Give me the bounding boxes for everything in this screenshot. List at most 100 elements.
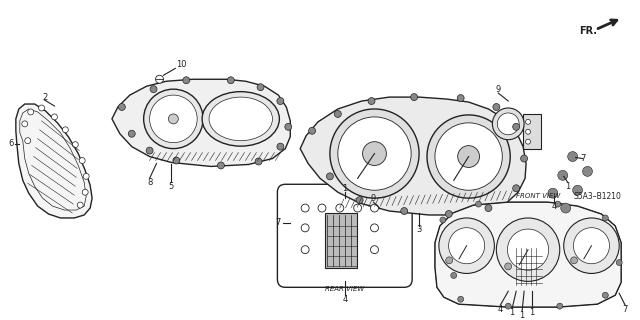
Circle shape: [336, 204, 344, 212]
Text: 1: 1: [509, 308, 515, 316]
Circle shape: [602, 215, 608, 221]
Circle shape: [445, 257, 452, 264]
Text: 1: 1: [529, 308, 534, 316]
Circle shape: [318, 204, 326, 212]
Text: 7: 7: [580, 154, 585, 163]
Circle shape: [497, 113, 519, 135]
Circle shape: [401, 208, 408, 214]
FancyBboxPatch shape: [325, 213, 356, 268]
Circle shape: [285, 123, 292, 130]
Circle shape: [173, 157, 180, 164]
Circle shape: [356, 197, 363, 204]
Circle shape: [564, 218, 620, 274]
Text: 8: 8: [147, 178, 152, 187]
Circle shape: [150, 86, 157, 92]
Circle shape: [183, 77, 189, 84]
Circle shape: [334, 110, 341, 117]
Text: FRONT VIEW: FRONT VIEW: [516, 193, 560, 199]
Circle shape: [458, 146, 479, 167]
Circle shape: [118, 104, 125, 110]
FancyBboxPatch shape: [514, 246, 542, 287]
Circle shape: [439, 218, 494, 274]
Circle shape: [28, 109, 34, 115]
Text: 2: 2: [42, 92, 47, 101]
Circle shape: [476, 201, 481, 207]
Circle shape: [143, 89, 203, 148]
Circle shape: [82, 189, 88, 195]
Circle shape: [573, 228, 609, 264]
Circle shape: [505, 303, 511, 309]
Circle shape: [485, 204, 492, 212]
Circle shape: [525, 119, 531, 124]
Text: S5A3–B1210: S5A3–B1210: [573, 192, 621, 201]
Circle shape: [582, 166, 593, 176]
Circle shape: [445, 211, 452, 218]
Circle shape: [492, 108, 524, 140]
Circle shape: [555, 201, 561, 207]
Circle shape: [277, 98, 284, 105]
Ellipse shape: [202, 92, 280, 146]
Circle shape: [277, 143, 284, 150]
Text: 6: 6: [8, 139, 13, 148]
Text: 7: 7: [623, 305, 628, 314]
Text: 7: 7: [276, 219, 281, 228]
Text: 9: 9: [496, 85, 501, 94]
Circle shape: [79, 157, 85, 164]
Circle shape: [508, 229, 548, 270]
Circle shape: [449, 228, 484, 264]
Polygon shape: [435, 202, 621, 307]
Circle shape: [25, 138, 31, 144]
Circle shape: [457, 95, 464, 101]
Circle shape: [77, 202, 83, 208]
Circle shape: [22, 121, 28, 127]
Circle shape: [548, 188, 558, 198]
Circle shape: [573, 185, 582, 195]
Text: 3: 3: [417, 225, 422, 234]
Polygon shape: [300, 97, 526, 215]
Circle shape: [368, 98, 375, 105]
Text: 9: 9: [371, 194, 376, 203]
Polygon shape: [112, 79, 291, 166]
Circle shape: [616, 260, 622, 266]
Polygon shape: [16, 104, 92, 218]
Circle shape: [363, 142, 387, 165]
Circle shape: [150, 95, 197, 143]
Ellipse shape: [209, 97, 273, 141]
Circle shape: [255, 158, 262, 165]
Circle shape: [330, 109, 419, 198]
Circle shape: [427, 115, 510, 198]
Circle shape: [354, 204, 362, 212]
Circle shape: [72, 142, 78, 148]
Circle shape: [227, 77, 234, 84]
Circle shape: [301, 246, 309, 254]
Circle shape: [38, 105, 45, 111]
Circle shape: [308, 127, 316, 134]
Circle shape: [326, 173, 333, 180]
Circle shape: [51, 114, 58, 120]
Circle shape: [435, 123, 502, 190]
Circle shape: [411, 94, 417, 100]
Text: 10: 10: [176, 60, 186, 69]
Text: 1: 1: [520, 310, 525, 320]
Circle shape: [557, 303, 563, 309]
Circle shape: [602, 292, 608, 298]
Text: 1: 1: [342, 184, 348, 193]
Circle shape: [505, 263, 511, 270]
Circle shape: [63, 127, 68, 133]
Circle shape: [338, 117, 411, 190]
Circle shape: [301, 204, 309, 212]
Text: 4: 4: [342, 295, 348, 304]
Circle shape: [128, 130, 135, 137]
Circle shape: [168, 114, 179, 124]
Circle shape: [513, 185, 520, 192]
Circle shape: [218, 162, 225, 169]
FancyBboxPatch shape: [277, 184, 412, 287]
Circle shape: [371, 246, 378, 254]
FancyBboxPatch shape: [523, 114, 541, 148]
Circle shape: [525, 129, 531, 134]
Text: FR.: FR.: [579, 26, 598, 36]
Circle shape: [561, 203, 571, 213]
Circle shape: [558, 171, 568, 180]
Circle shape: [458, 296, 463, 302]
Circle shape: [257, 84, 264, 91]
